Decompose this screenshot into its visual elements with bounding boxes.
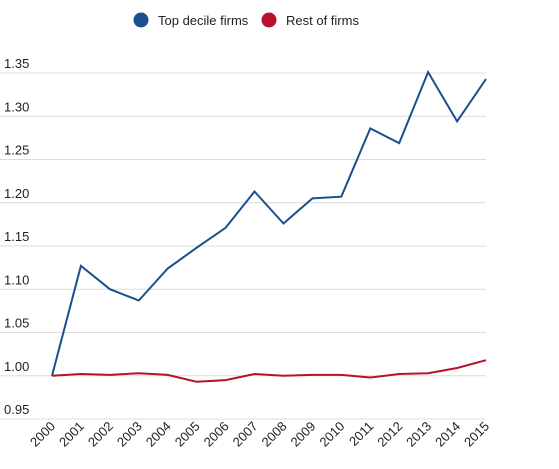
legend-label: Top decile firms xyxy=(158,13,249,28)
x-tick-label: 2011 xyxy=(346,419,376,449)
series-line-0 xyxy=(51,69,487,377)
x-tick-label: 2015 xyxy=(461,419,492,450)
y-tick-label: 1.25 xyxy=(4,143,29,158)
x-tick-label: 2004 xyxy=(143,419,174,450)
y-tick-label: 1.05 xyxy=(4,316,29,331)
y-tick-label: 1.20 xyxy=(4,186,29,201)
x-tick-label: 2007 xyxy=(230,419,261,450)
x-tick-label: 2001 xyxy=(56,419,87,450)
x-axis-tick-labels: 2000200120022003200420052006200720082009… xyxy=(27,419,492,450)
legend-marker xyxy=(133,12,149,28)
x-tick-label: 2009 xyxy=(287,419,318,450)
x-tick-label: 2002 xyxy=(85,419,116,450)
y-tick-label: 1.15 xyxy=(4,229,29,244)
x-tick-label: 2013 xyxy=(403,419,434,450)
y-tick-label: 1.00 xyxy=(4,359,29,374)
x-tick-label: 2010 xyxy=(316,419,347,450)
x-tick-label: 2003 xyxy=(114,419,145,450)
y-axis-tick-labels: 0.95 1.00 1.05 1.10 1.15 1.20 1.25 1.30 1.35 xyxy=(4,56,29,417)
x-tick-label: 2000 xyxy=(27,419,58,450)
legend-marker xyxy=(261,12,277,28)
y-tick-label: 0.95 xyxy=(4,402,29,417)
x-tick-label: 2012 xyxy=(374,419,405,450)
y-tick-label: 1.35 xyxy=(4,56,29,71)
y-tick-label: 1.30 xyxy=(4,99,29,114)
x-tick-label: 2008 xyxy=(259,419,290,450)
series-lines xyxy=(51,69,487,383)
x-tick-label: 2006 xyxy=(201,419,232,450)
x-tick-label: 2005 xyxy=(172,419,203,450)
legend-label: Rest of firms xyxy=(286,13,359,28)
legend: Top decile firms Rest of firms xyxy=(133,12,359,28)
gridlines xyxy=(0,72,486,420)
y-tick-label: 1.10 xyxy=(4,272,29,287)
series-line-1 xyxy=(51,359,487,383)
x-tick-label: 2014 xyxy=(432,419,463,450)
